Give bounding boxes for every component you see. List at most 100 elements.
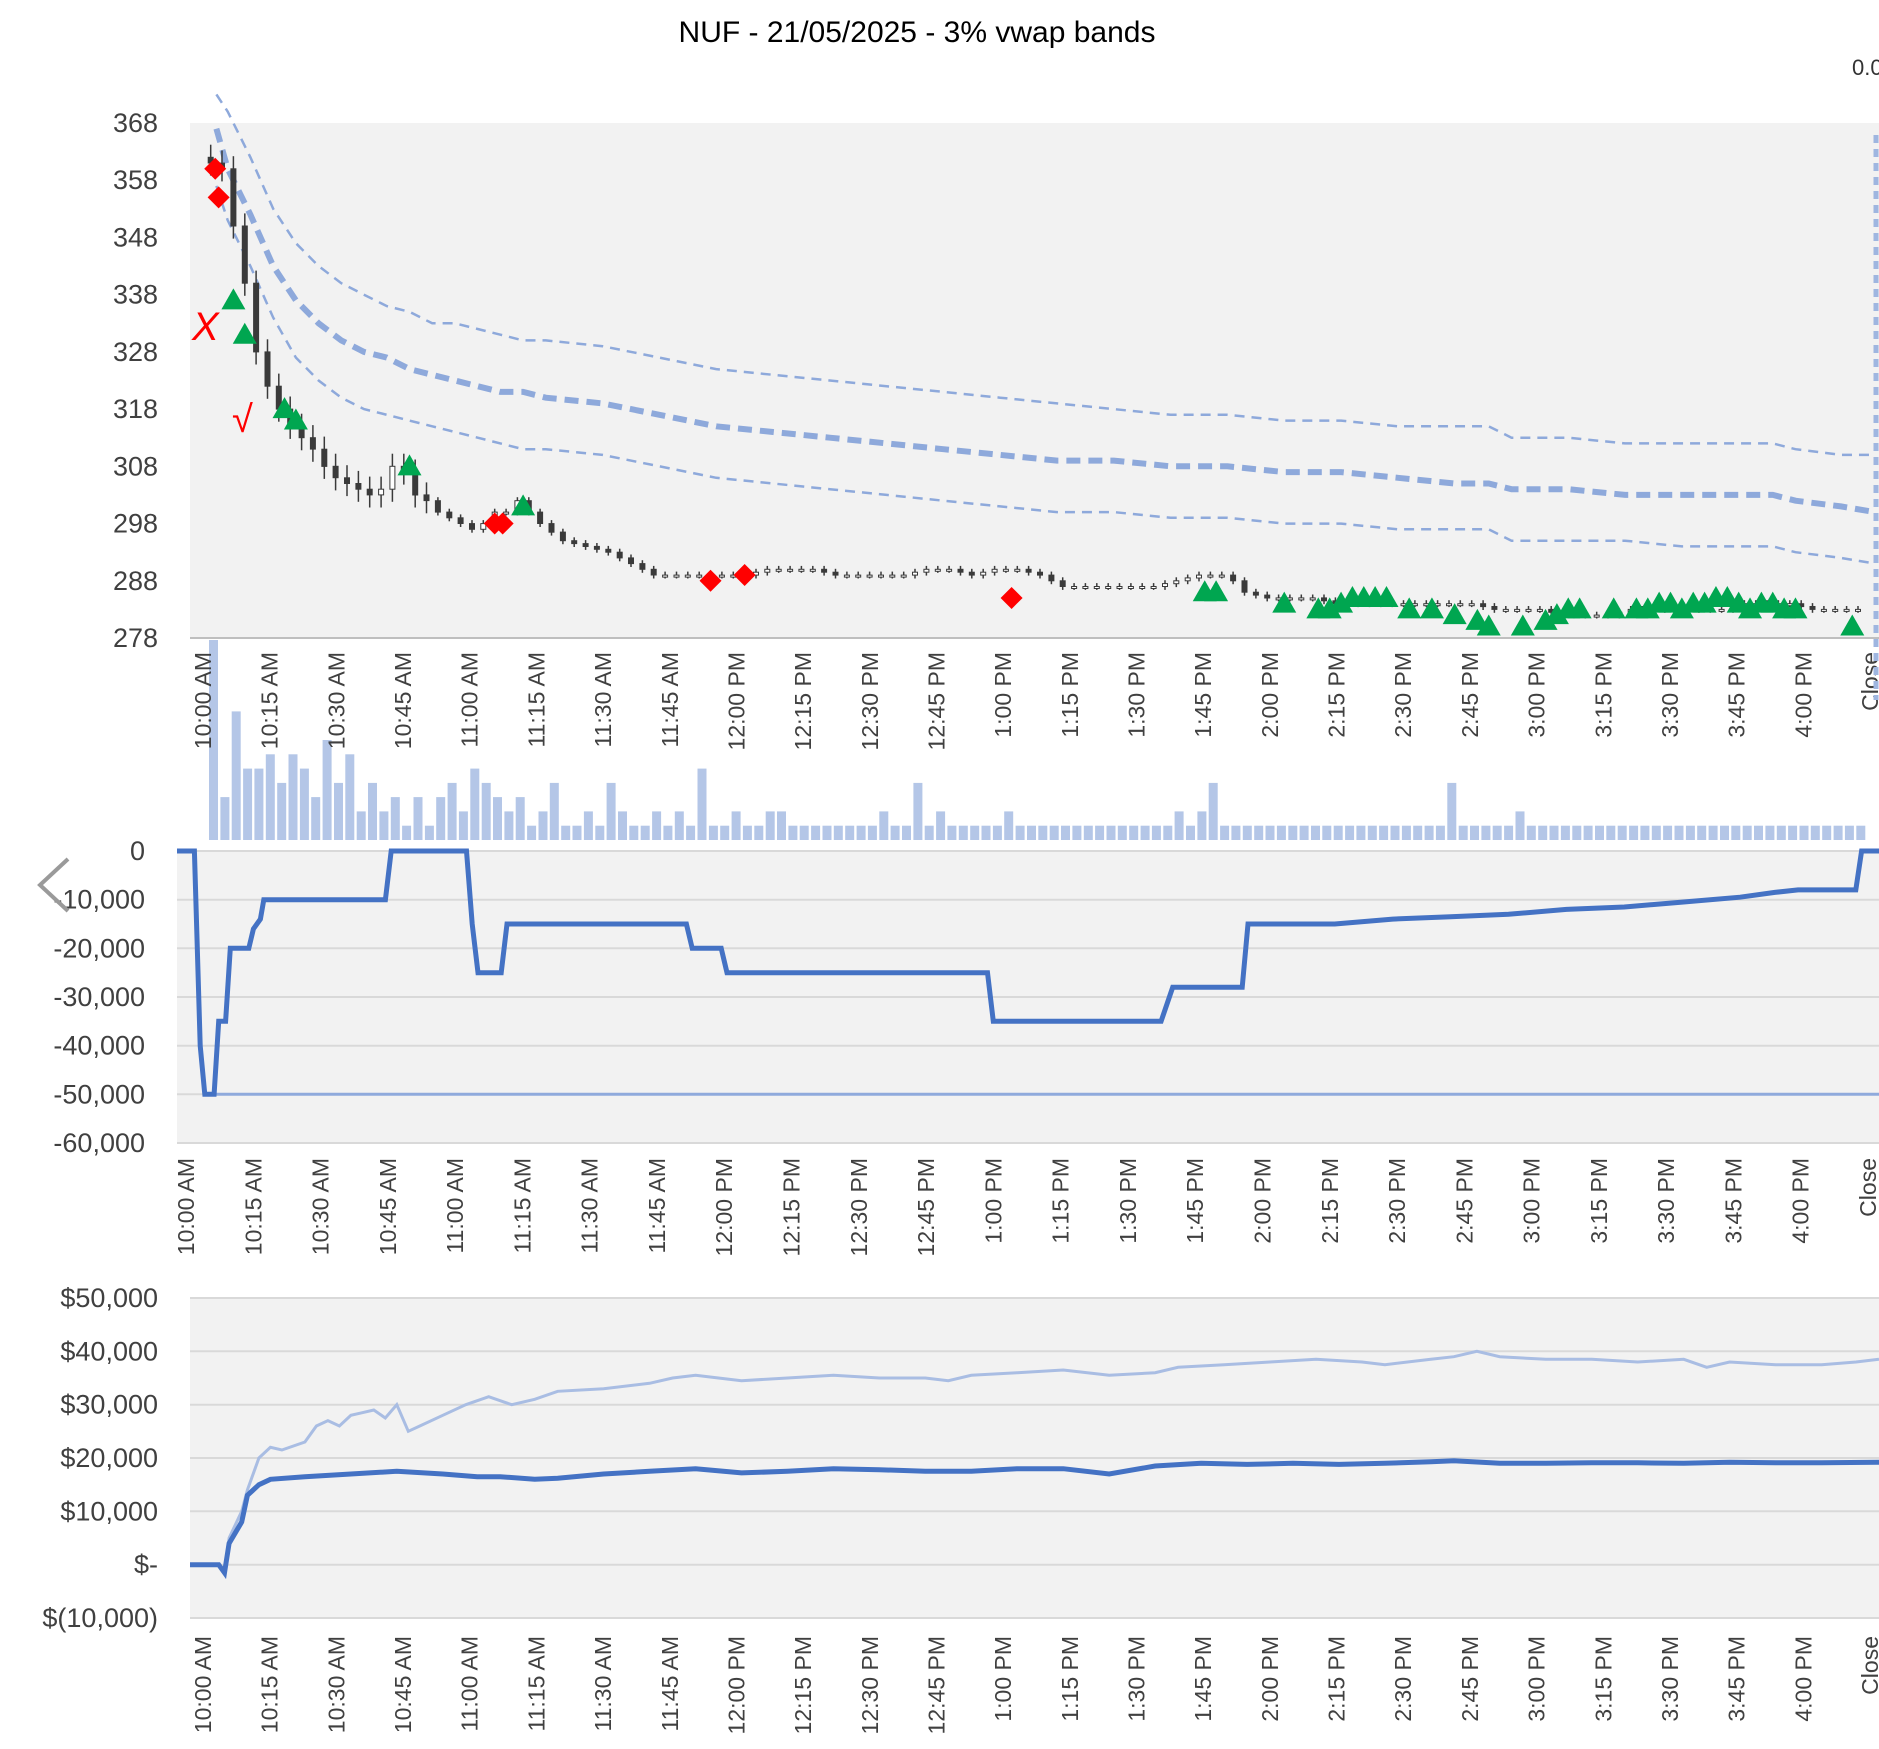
volume-bar	[697, 768, 707, 840]
pnl-x-tick-label: 2:30 PM	[1390, 1636, 1416, 1722]
price-x-tick-label: 10:00 AM	[190, 652, 216, 749]
candle-body	[1468, 603, 1475, 607]
volume-bar	[1560, 825, 1570, 840]
candle-body	[1173, 580, 1180, 585]
pnl-x-tick-label: 1:45 PM	[1190, 1636, 1216, 1722]
volume-bar	[788, 825, 798, 840]
candle-body	[559, 531, 566, 542]
volume-bar	[527, 825, 537, 840]
price-x-tick-label: 4:00 PM	[1790, 652, 1816, 738]
volume-bar	[1254, 825, 1264, 840]
volume-bar	[618, 811, 627, 840]
price-x-tick-label: 11:15 AM	[523, 652, 549, 747]
position-x-tick-label: Close	[1855, 1158, 1879, 1217]
position-x-tick-label: 10:15 AM	[240, 1158, 266, 1255]
volume-bar	[1640, 825, 1650, 840]
volume-bar	[1049, 825, 1059, 840]
candle-body	[1241, 580, 1248, 593]
sell-marker	[733, 564, 756, 587]
position-panel: 0-10,000-20,000-30,000-40,000-50,000-60,…	[53, 836, 1879, 1256]
volume-bar	[334, 782, 343, 840]
candle-body	[548, 523, 555, 533]
candle-body	[662, 574, 669, 578]
volume-bars	[209, 640, 1866, 840]
position-x-tick-label: 2:00 PM	[1250, 1158, 1276, 1244]
volume-bar	[447, 782, 457, 840]
candle-body	[412, 471, 419, 496]
buy-marker	[232, 322, 257, 344]
volume-bar	[288, 754, 298, 840]
buy-marker	[1567, 597, 1592, 619]
position-x-tick-label: 1:45 PM	[1182, 1158, 1208, 1244]
position-line	[177, 848, 1879, 1097]
candle-body	[230, 168, 237, 227]
buy-marker	[1419, 597, 1444, 619]
candle-body	[1298, 597, 1305, 601]
position-x-tick-label: 3:45 PM	[1720, 1158, 1746, 1244]
volume-bar	[981, 825, 991, 840]
volume-bar	[583, 811, 593, 840]
candle-body	[1446, 603, 1452, 607]
buy-marker	[1533, 608, 1558, 630]
pnl-x-tick-label: 12:30 PM	[857, 1636, 883, 1734]
buy-marker	[1397, 597, 1422, 619]
back-arrow-icon[interactable]	[30, 855, 80, 915]
volume-bar	[1311, 825, 1320, 840]
candle-body	[1014, 568, 1021, 572]
buy-marker	[1374, 585, 1399, 607]
position-x-tick-label: 10:30 AM	[308, 1158, 334, 1255]
volume-bar	[504, 811, 514, 840]
candle-body	[1809, 606, 1816, 610]
volume-bar	[720, 825, 730, 840]
position-y-tick-label: -40,000	[53, 1031, 145, 1061]
volume-bar	[1186, 825, 1195, 840]
volume-bar	[424, 825, 434, 840]
volume-bar	[1379, 825, 1389, 840]
volume-bar	[867, 825, 877, 840]
candle-body	[241, 225, 248, 284]
pnl-x-tick-label: 10:45 AM	[390, 1636, 416, 1733]
pnl-x-tick-label: 3:45 PM	[1724, 1636, 1750, 1722]
pnl-x-tick-label: Close	[1857, 1636, 1879, 1695]
price-y-ticks: 368 358 348 338 328 318 308 298 288 278	[113, 108, 158, 653]
volume-bar	[1526, 825, 1536, 840]
volume-bar	[958, 825, 968, 840]
price-x-tick-label: 1:15 PM	[1057, 652, 1083, 738]
candle-body	[650, 568, 657, 576]
candle-body	[980, 571, 987, 576]
volume-bar	[1299, 825, 1309, 840]
pnl-panel: $50,000 $40,000 $30,000 $20,000 $10,000 $- $(1…	[42, 1283, 1879, 1734]
candle-body	[1105, 586, 1112, 589]
volume-bar	[845, 825, 855, 840]
volume-bar	[1447, 782, 1457, 840]
position-x-tick-label: 11:30 AM	[577, 1158, 603, 1253]
volume-bar	[1265, 825, 1275, 840]
sell-marker	[204, 157, 227, 180]
volume-bar	[390, 797, 400, 840]
candle-body	[480, 523, 487, 530]
volume-bar	[458, 811, 468, 840]
buy-marker	[1669, 597, 1694, 619]
volume-bar	[481, 782, 491, 840]
candle-body	[344, 477, 350, 484]
candle-body	[1855, 608, 1861, 612]
price-y-tick-label: 368	[113, 108, 158, 138]
candle-body	[991, 568, 998, 573]
position-x-tick-label: 1:00 PM	[980, 1158, 1006, 1244]
candle-body	[1230, 574, 1237, 582]
candle-body	[923, 568, 930, 573]
pnl-y-tick-label: $30,000	[60, 1390, 158, 1420]
buy-marker	[1204, 580, 1229, 602]
candle-body	[1593, 614, 1600, 618]
price-x-tick-label: 12:45 PM	[924, 652, 950, 750]
candle-body	[423, 494, 430, 502]
pnl-gross-line	[190, 1349, 1879, 1577]
pnl-x-tick-label: 4:00 PM	[1790, 1636, 1816, 1722]
candle-body	[866, 574, 873, 578]
candle-body	[1048, 574, 1055, 582]
volume-bar	[493, 797, 502, 840]
trade-markers	[204, 157, 1865, 636]
volume-bar	[1322, 825, 1332, 840]
volume-bar	[345, 754, 355, 840]
position-y-tick-label: -50,000	[53, 1079, 145, 1109]
